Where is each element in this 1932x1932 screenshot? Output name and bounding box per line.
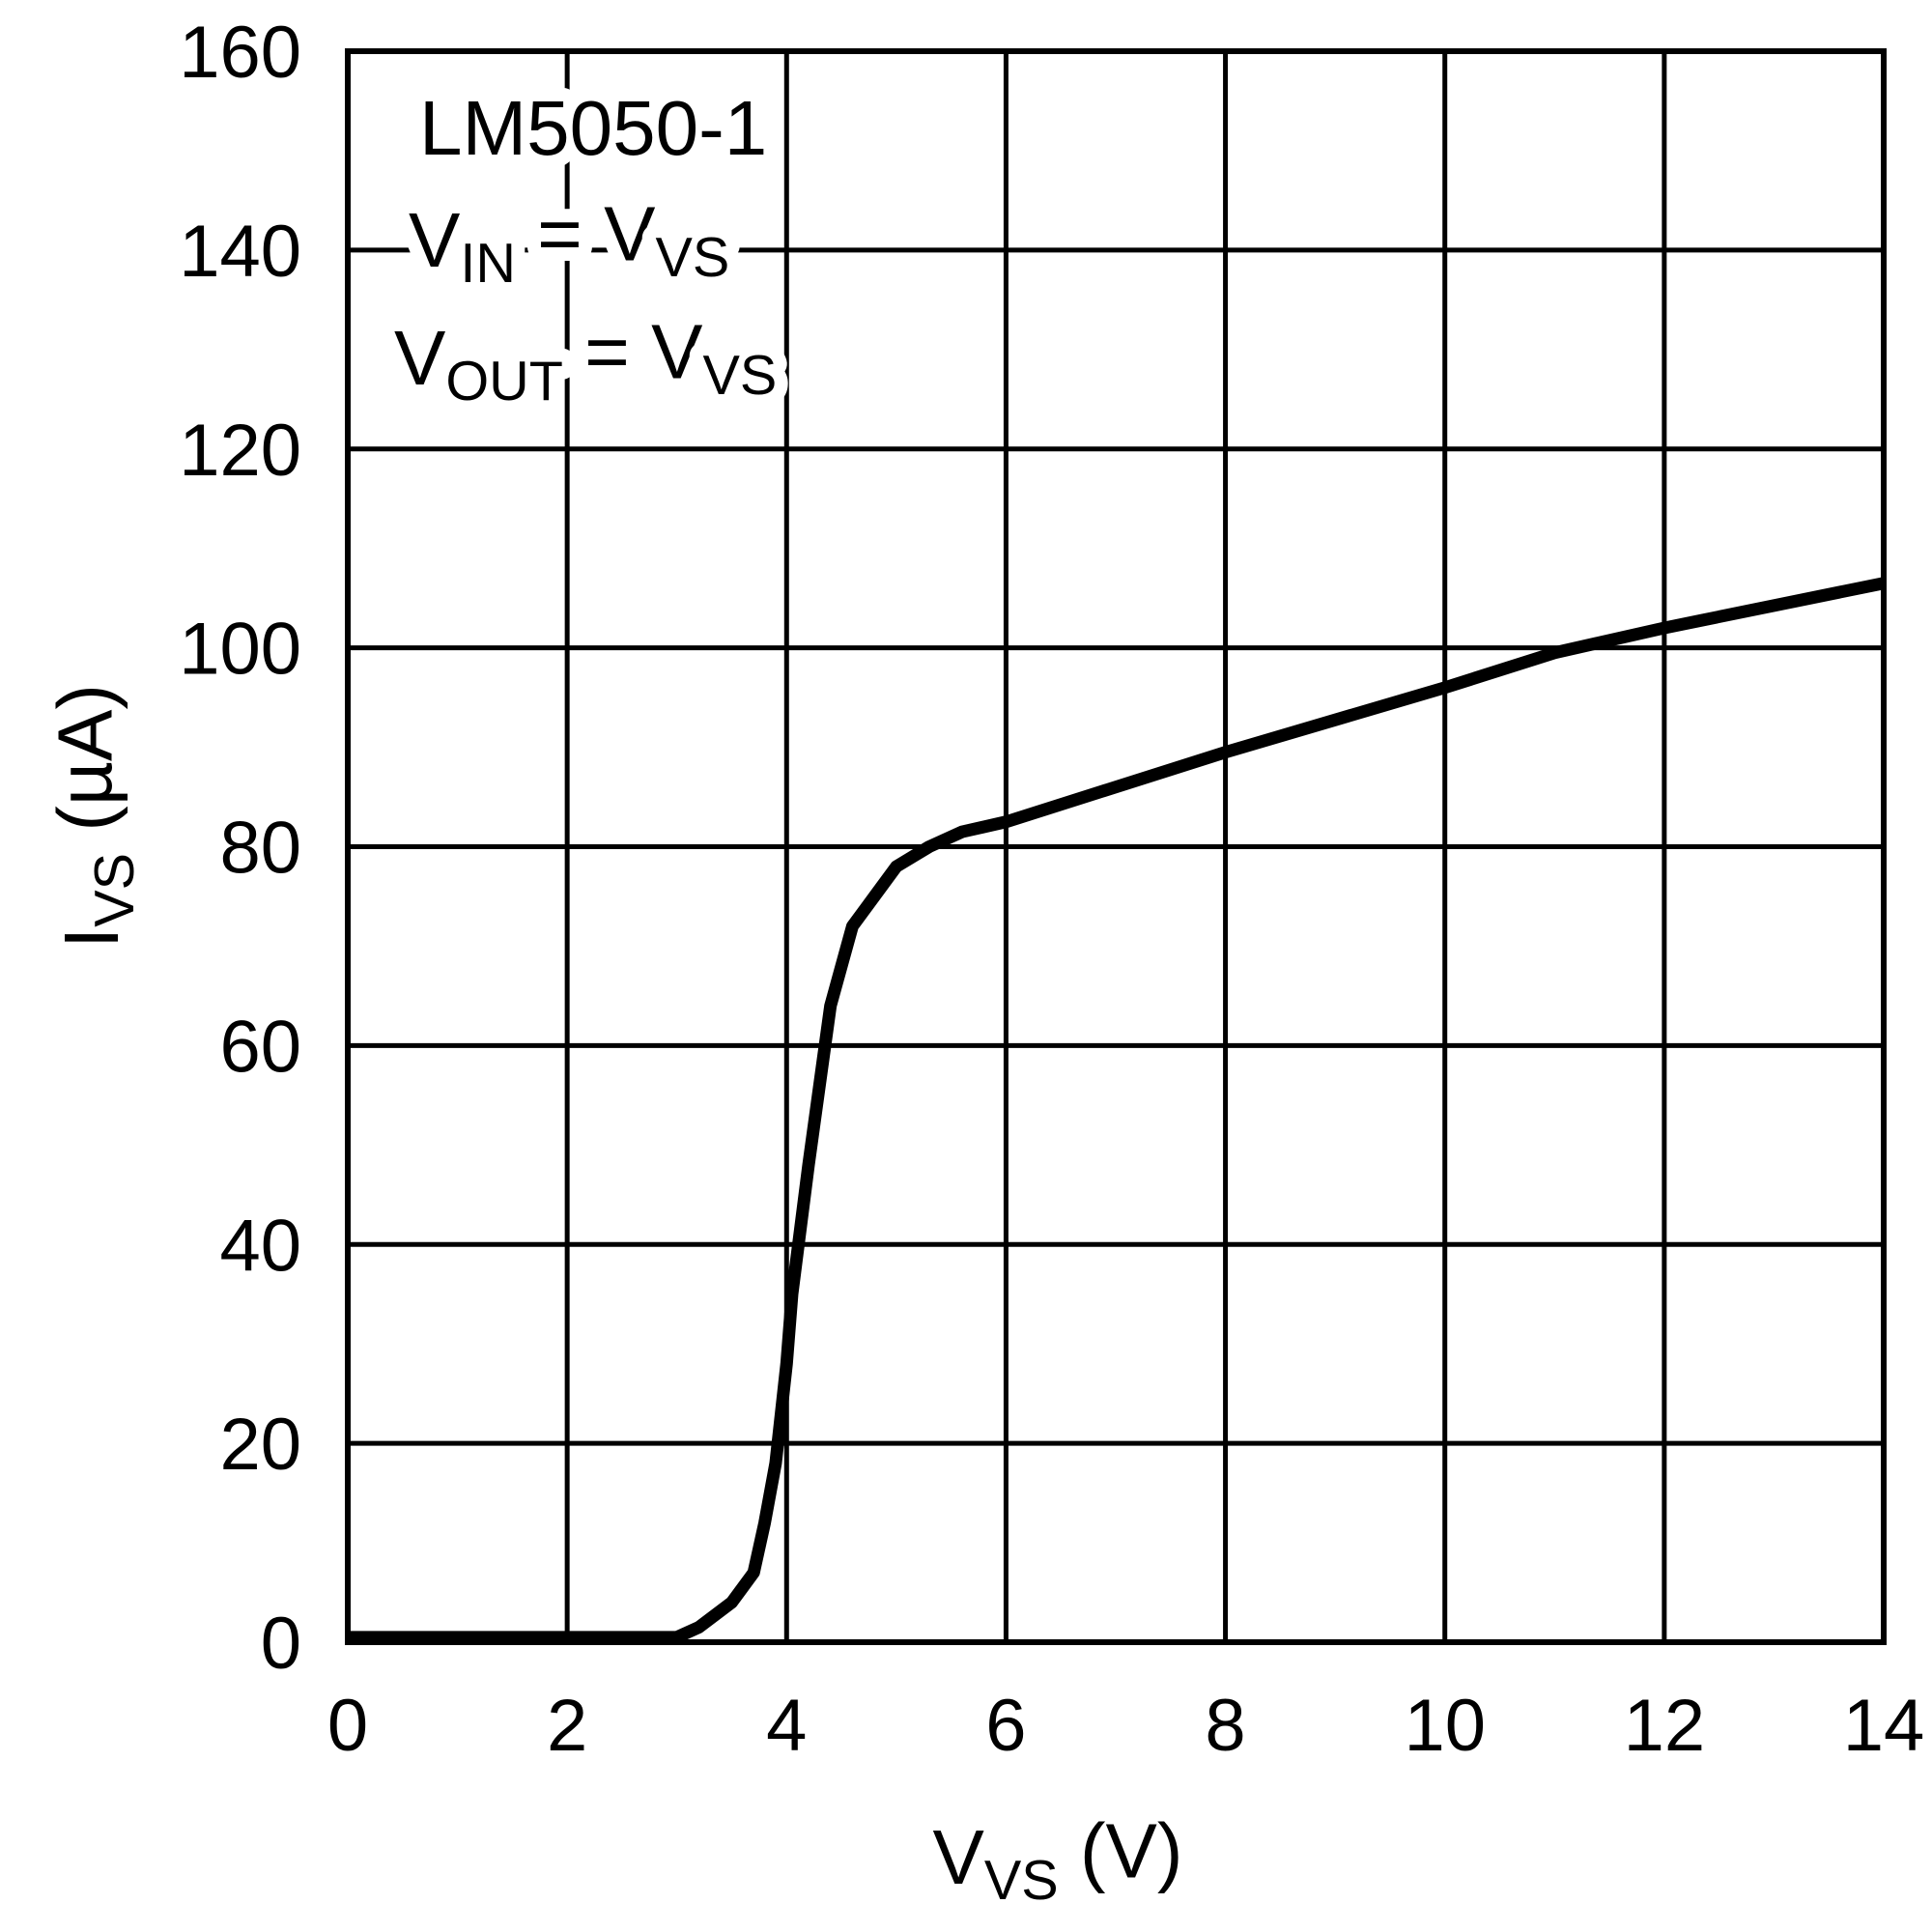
- text-part: V: [394, 315, 446, 401]
- subscript: VS: [984, 1850, 1059, 1912]
- text-part: (µA): [43, 684, 128, 853]
- text-part: (V): [1059, 1808, 1183, 1894]
- y-tick-label: 40: [219, 1205, 301, 1287]
- x-tick-label: 0: [327, 1685, 368, 1767]
- data-line: [348, 577, 1886, 1644]
- annotation: VIN = VVS: [409, 191, 729, 295]
- x-axis-label: VVS (V): [932, 1808, 1182, 1912]
- subscript: VS: [655, 227, 729, 289]
- x-tick-label: 10: [1404, 1685, 1486, 1767]
- y-axis-label: IVS (µA): [43, 684, 146, 949]
- y-tick-label: 140: [179, 211, 301, 293]
- x-tick-label: 12: [1624, 1685, 1706, 1767]
- text-part: V: [932, 1814, 984, 1900]
- text-part: I: [48, 927, 134, 949]
- x-tick-label: 14: [1843, 1685, 1925, 1767]
- y-tick-label: 160: [179, 12, 301, 94]
- text-part: LM5050-1: [419, 85, 767, 171]
- text-part: = V: [516, 191, 656, 277]
- y-tick-label: 60: [219, 1006, 301, 1088]
- x-tick-label: 4: [766, 1685, 807, 1767]
- y-tick-label: 20: [219, 1404, 301, 1486]
- y-tick-label: 0: [261, 1603, 301, 1685]
- x-tick-label: 2: [547, 1685, 587, 1767]
- annotation: LM5050-1: [419, 85, 767, 171]
- y-tick-label: 100: [179, 609, 301, 691]
- plot-frame: [345, 48, 1887, 1645]
- subscript: OUT: [445, 351, 563, 412]
- text-part: V: [409, 197, 461, 283]
- x-tick-label: 6: [985, 1685, 1026, 1767]
- subscript: VS: [702, 345, 777, 407]
- text-part: = V: [563, 309, 703, 395]
- y-tick-label: 120: [179, 410, 301, 492]
- subscript: VS: [84, 853, 146, 927]
- annotation: VOUT = VVS: [394, 309, 777, 412]
- x-tick-label: 8: [1205, 1685, 1245, 1767]
- subscript: IN: [460, 233, 516, 295]
- y-tick-label: 80: [219, 808, 301, 890]
